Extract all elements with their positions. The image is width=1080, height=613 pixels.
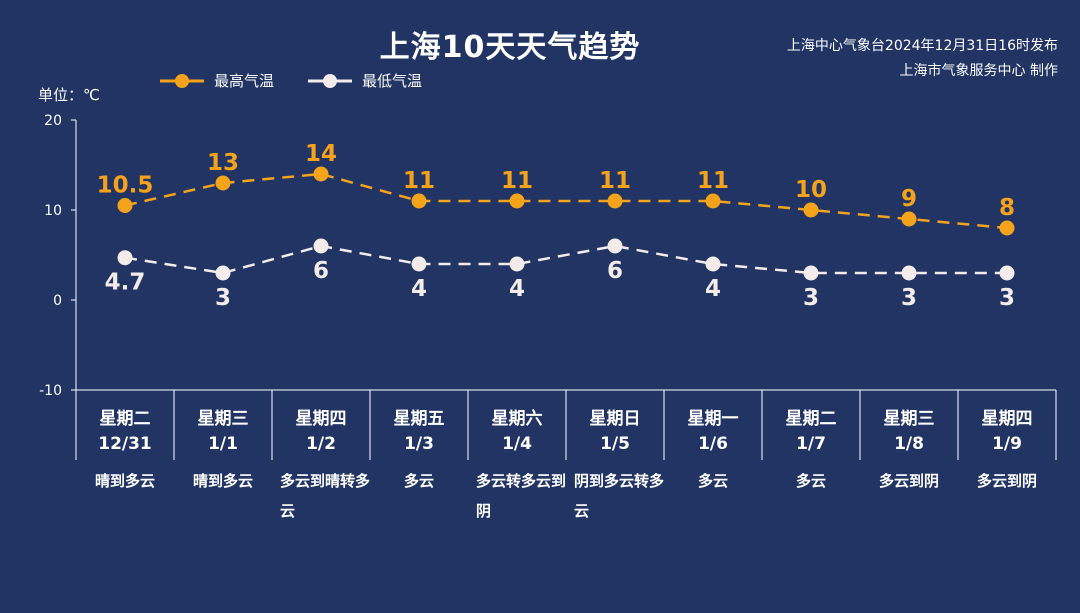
high-temp-label: 9 — [901, 186, 917, 212]
legend-low-swatch — [308, 73, 353, 88]
low-temp-point — [509, 256, 525, 272]
day-date: 1/2 — [306, 434, 336, 454]
low-temp-label: 4 — [411, 276, 427, 302]
day-weather-line: 多云转多云到 — [476, 472, 567, 490]
day-weather-line: 阴 — [476, 502, 492, 520]
day-weather: 多云转多云到阴 — [476, 466, 566, 526]
day-weekday: 星期三 — [197, 409, 249, 429]
day-weekday: 星期三 — [883, 409, 935, 429]
high-temp-point — [117, 198, 133, 213]
publisher-line-2: 上海市气象服务中心 制作 — [899, 63, 1058, 79]
low-temp-label: 3 — [999, 285, 1015, 311]
publisher-info: 上海中心气象台2024年12月31日16时发布 上海市气象服务中心 制作 — [787, 34, 1058, 84]
high-temp-label: 8 — [999, 195, 1015, 221]
day-weather-line: 云 — [574, 502, 590, 520]
day-weather: 多云 — [697, 472, 728, 490]
day-weather: 晴到多云 — [94, 472, 155, 490]
low-temp-point — [705, 256, 721, 272]
y-tick-label: 0 — [53, 293, 62, 309]
y-tick-label: 10 — [44, 203, 62, 219]
legend: 最高气温 最低气温 — [160, 70, 422, 91]
high-temp-label: 11 — [697, 168, 729, 194]
day-weather: 晴到多云 — [192, 472, 253, 490]
high-temp-point — [313, 166, 329, 182]
chart-title: 上海10天天气趋势 — [379, 30, 641, 65]
high-temp-point — [411, 193, 427, 209]
high-temp-label: 11 — [403, 168, 435, 194]
low-temp-point — [117, 250, 133, 266]
low-temp-point — [607, 238, 623, 254]
day-weekday: 星期四 — [981, 409, 1033, 429]
low-temp-point — [999, 265, 1015, 281]
day-date: 1/5 — [600, 434, 630, 454]
high-temp-label: 10 — [795, 177, 827, 203]
low-temp-label: 3 — [803, 285, 819, 311]
day-date: 1/1 — [208, 434, 238, 454]
day-weather-line: 云 — [280, 502, 296, 520]
day-date: 1/8 — [894, 434, 924, 454]
day-weekday: 星期二 — [99, 409, 151, 429]
low-temp-label: 4 — [509, 276, 525, 302]
high-temp-label: 10.5 — [97, 173, 154, 199]
day-date: 1/7 — [796, 434, 826, 454]
high-temp-label: 14 — [305, 141, 337, 167]
low-temp-label: 4.7 — [105, 270, 146, 296]
low-temp-line — [124, 244, 1007, 275]
low-temp-label: 3 — [215, 285, 231, 311]
day-weather: 多云 — [403, 472, 434, 490]
day-date: 1/3 — [404, 434, 434, 454]
day-weekday: 星期日 — [589, 409, 641, 429]
low-temp-label: 3 — [901, 285, 917, 311]
legend-item-low: 最低气温 — [308, 70, 422, 91]
day-date: 12/31 — [98, 434, 152, 454]
high-temp-point — [509, 193, 525, 209]
day-weather: 多云 — [795, 472, 826, 490]
low-temp-point — [803, 265, 819, 281]
low-temp-point — [313, 238, 329, 254]
legend-item-high: 最高气温 — [160, 70, 274, 91]
day-weekday: 星期六 — [491, 409, 543, 429]
legend-low-label: 最低气温 — [362, 72, 423, 90]
day-date: 1/4 — [502, 434, 532, 454]
day-weather: 多云到晴转多云 — [280, 466, 370, 526]
day-weekday: 星期五 — [393, 409, 445, 429]
low-temp-label: 4 — [705, 276, 721, 302]
day-weather-line: 多云到晴转多 — [280, 472, 371, 490]
low-temp-label: 6 — [607, 258, 623, 284]
high-temp-point — [901, 211, 917, 227]
day-date: 1/9 — [992, 434, 1022, 454]
legend-high-label: 最高气温 — [214, 72, 275, 90]
y-tick-label: -10 — [39, 383, 62, 399]
low-temp-point — [215, 265, 231, 281]
high-temp-point — [705, 193, 721, 209]
day-weather: 多云到阴 — [976, 472, 1037, 490]
high-temp-label: 11 — [501, 168, 533, 194]
high-temp-point — [803, 202, 819, 218]
low-temp-label: 6 — [313, 258, 329, 284]
day-weekday: 星期一 — [687, 409, 739, 429]
high-temp-point — [215, 175, 231, 191]
high-temp-line — [124, 172, 1008, 230]
y-tick-label: 20 — [44, 113, 62, 129]
unit-label: 单位：℃ — [38, 86, 100, 104]
low-temp-point — [901, 265, 917, 281]
day-weather: 多云到阴 — [878, 472, 939, 490]
day-weekday: 星期四 — [295, 409, 347, 429]
legend-high-swatch — [160, 73, 204, 88]
high-temp-point — [607, 193, 623, 209]
high-temp-label: 11 — [599, 168, 631, 194]
publisher-line-1: 上海中心气象台2024年12月31日16时发布 — [786, 38, 1058, 54]
day-weather: 阴到多云转多云 — [574, 466, 664, 526]
high-temp-label: 13 — [207, 150, 239, 176]
high-temp-point — [999, 220, 1015, 236]
day-weather-line: 阴到多云转多 — [574, 472, 665, 490]
day-weekday: 星期二 — [785, 409, 837, 429]
day-date: 1/6 — [698, 434, 728, 454]
low-temp-point — [411, 256, 427, 272]
